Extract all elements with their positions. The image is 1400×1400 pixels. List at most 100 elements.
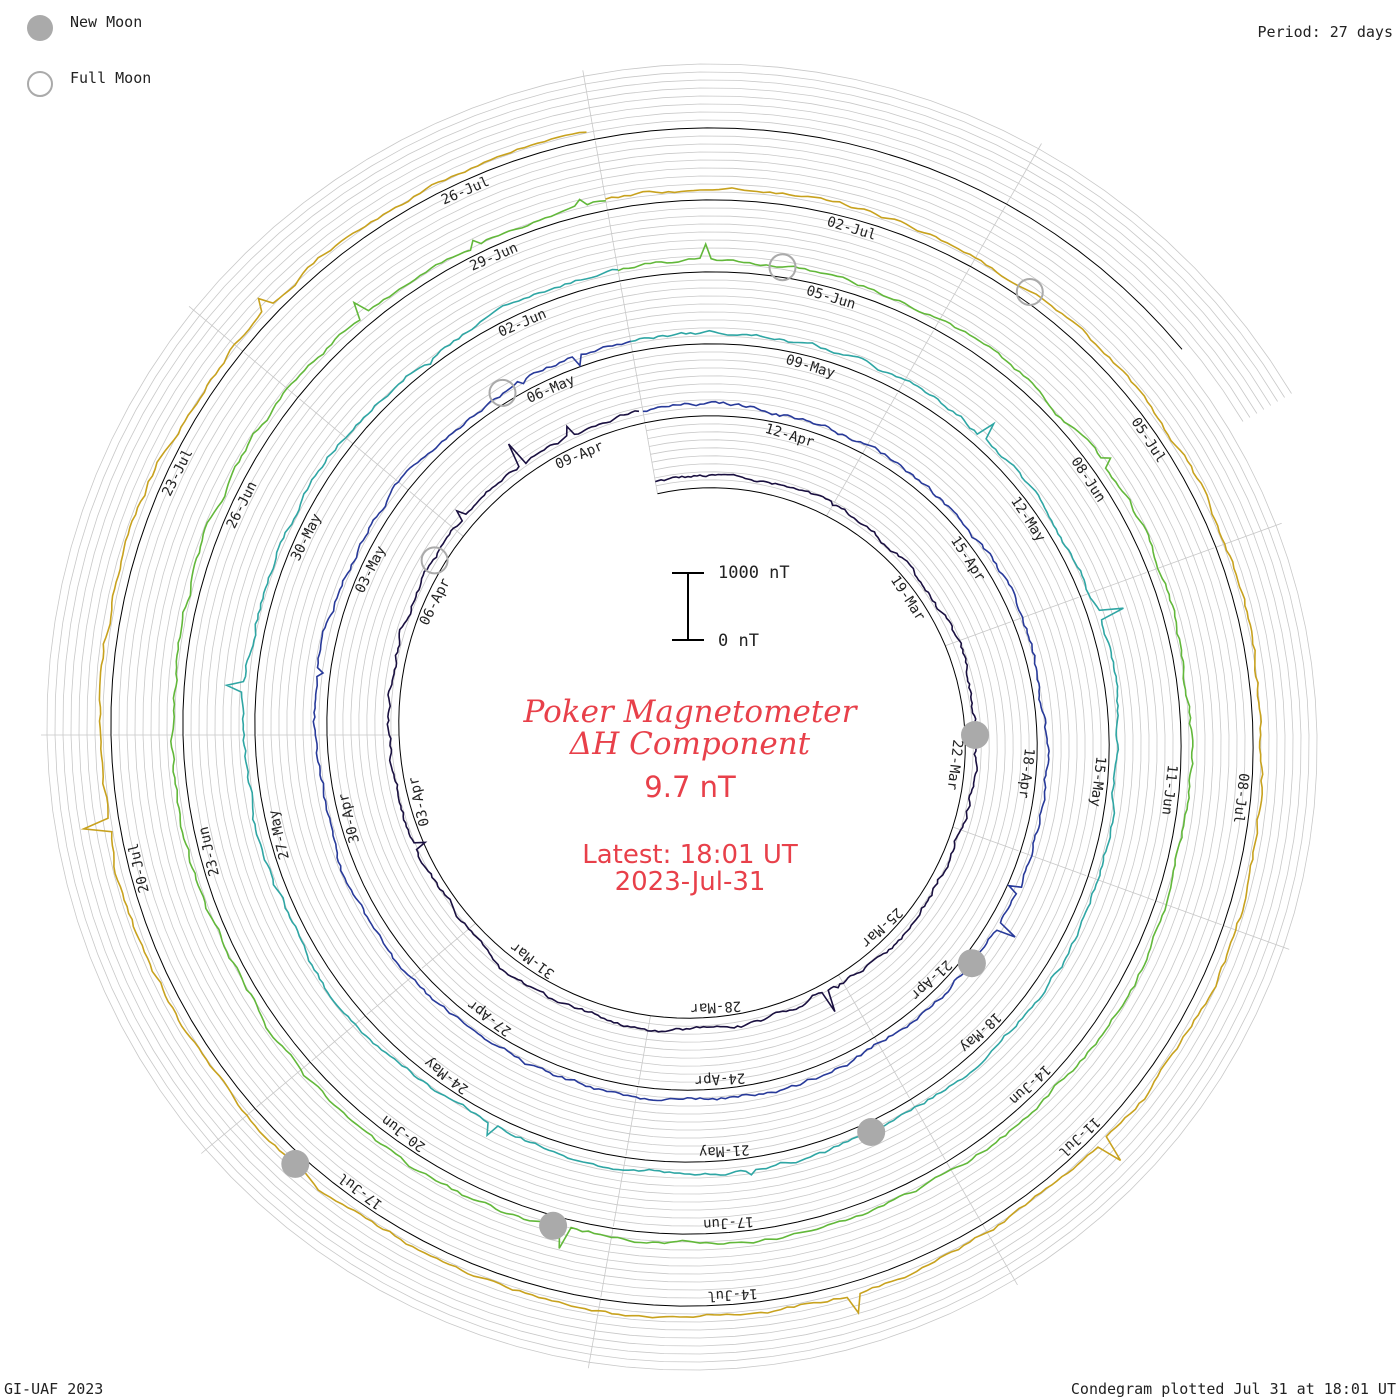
trace-cycle-4 [169,198,1194,1249]
grid-spoke [619,282,633,352]
new-moon-marker [961,721,989,749]
date-label: 24-Apr [694,1069,745,1088]
date-label: 06-May [525,372,578,407]
grid-spiral [86,103,1278,1331]
trace-cycle-2 [312,340,1050,1102]
center-title-block: Poker Magnetometer ΔH Component 9.7 nT L… [440,696,940,896]
grid-spoke [952,826,1019,852]
component-title: ΔH Component [569,726,811,762]
grid-spoke [862,392,898,454]
grid-spoke [582,70,596,140]
grid-spoke [946,1161,982,1223]
full-moon-marker [488,378,517,407]
period-label: Period: 27 days [1257,23,1393,41]
grid-spoke [243,352,299,398]
full-moon-legend-label: Full Moon [70,69,152,87]
date-label: 25-Mar [858,904,906,950]
grid-spoke [1223,925,1290,950]
grid-spiral [46,63,1318,1371]
date-label: 18-May [956,1009,1004,1055]
grid-spoke [421,922,476,969]
grid-spoke [311,1015,366,1062]
grid-spiral [54,71,1310,1363]
date-label: 06-Apr [417,576,454,628]
grid-spiral [78,95,1286,1339]
grid-spoke [982,1224,1018,1286]
grid-spoke [625,1086,639,1156]
latest-date: 2023-Jul-31 [614,867,766,897]
new-moon-marker [281,1149,310,1178]
grid-spoke [594,141,608,211]
trace-cycle-5 [80,131,1264,1319]
date-label: 26-Jun [224,479,261,531]
date-label: 02-Jun [496,306,549,341]
scale-bar [672,572,704,641]
date-label: 22-Mar [944,739,966,791]
date-label: 17-Jun [703,1213,754,1232]
grid-spoke [409,491,464,537]
grid-spoke [638,1015,651,1085]
grid-spoke [600,1228,614,1298]
grid-spoke [612,1157,626,1227]
grid-spiral [62,79,1302,1355]
grid-spoke [970,205,1006,267]
new-moon-marker [857,1118,886,1146]
grid-spoke [632,353,646,423]
date-label: 11-Jun [1158,764,1180,816]
full-moon-marker [768,253,797,282]
date-label: 21-Apr [907,956,955,1002]
full-moon-legend-icon [27,71,53,97]
full-moon-marker [420,546,449,575]
grid-spoke [299,398,354,445]
date-label: 11-Jul [1055,1114,1103,1160]
grid-spiral [94,111,1270,1323]
grid-spoke [910,1099,946,1161]
date-label: 03-Apr [406,775,433,828]
baseline-spiral [110,127,1254,1307]
grid-spoke [1012,596,1079,622]
grid-spoke [898,330,934,392]
latest-time: Latest: 18:01 UT [582,840,798,870]
new-moon-marker [957,949,986,978]
grid-spoke [838,974,874,1036]
plotted-label: Condegram plotted Jul 31 at 18:01 UT [1070,1380,1396,1398]
date-label: 14-Jun [1006,1061,1054,1107]
grid-spoke [1148,547,1215,573]
grid-spoke [1087,875,1155,901]
station-title: Poker Magnetometer [523,694,857,730]
date-label: 20-Jul [126,841,153,894]
grid-spoke [644,424,658,494]
grid-spoke [188,305,243,352]
new-moon-marker [539,1211,568,1240]
date-label: 09-Apr [553,438,606,473]
full-moon-marker [1015,278,1044,306]
scale-top-label: 1000 nT [718,563,790,583]
date-label: 14-Jul [707,1285,758,1304]
date-label: 23-Jul [159,447,196,499]
date-label: 27-May [266,808,293,861]
new-moon-legend-label: New Moon [70,13,143,31]
date-label: 21-May [699,1141,750,1160]
current-value: 9.7 nT [644,770,736,804]
grid-spoke [945,621,1012,647]
grid-spoke [1215,522,1282,548]
date-label: 18-Apr [1015,747,1037,799]
new-moon-legend-icon [27,15,53,41]
grid-spoke [1006,143,1042,205]
grid-spoke [354,444,409,491]
trace-cycle-3 [224,268,1124,1176]
grid-spoke [201,1108,256,1154]
grid-spoke [874,1037,910,1099]
date-label: 23-Jun [196,825,223,878]
grid-spoke [1080,572,1147,597]
trace-cycle-1 [386,410,979,1033]
credit-label: GI-UAF 2023 [4,1380,104,1398]
grid-spiral [102,119,1262,1315]
date-label: 15-May [1087,755,1109,807]
grid-spiral [70,87,1294,1347]
grid-spoke [826,455,862,517]
date-label: 08-Jul [1230,772,1252,824]
scale-bottom-label: 0 nT [718,631,759,651]
